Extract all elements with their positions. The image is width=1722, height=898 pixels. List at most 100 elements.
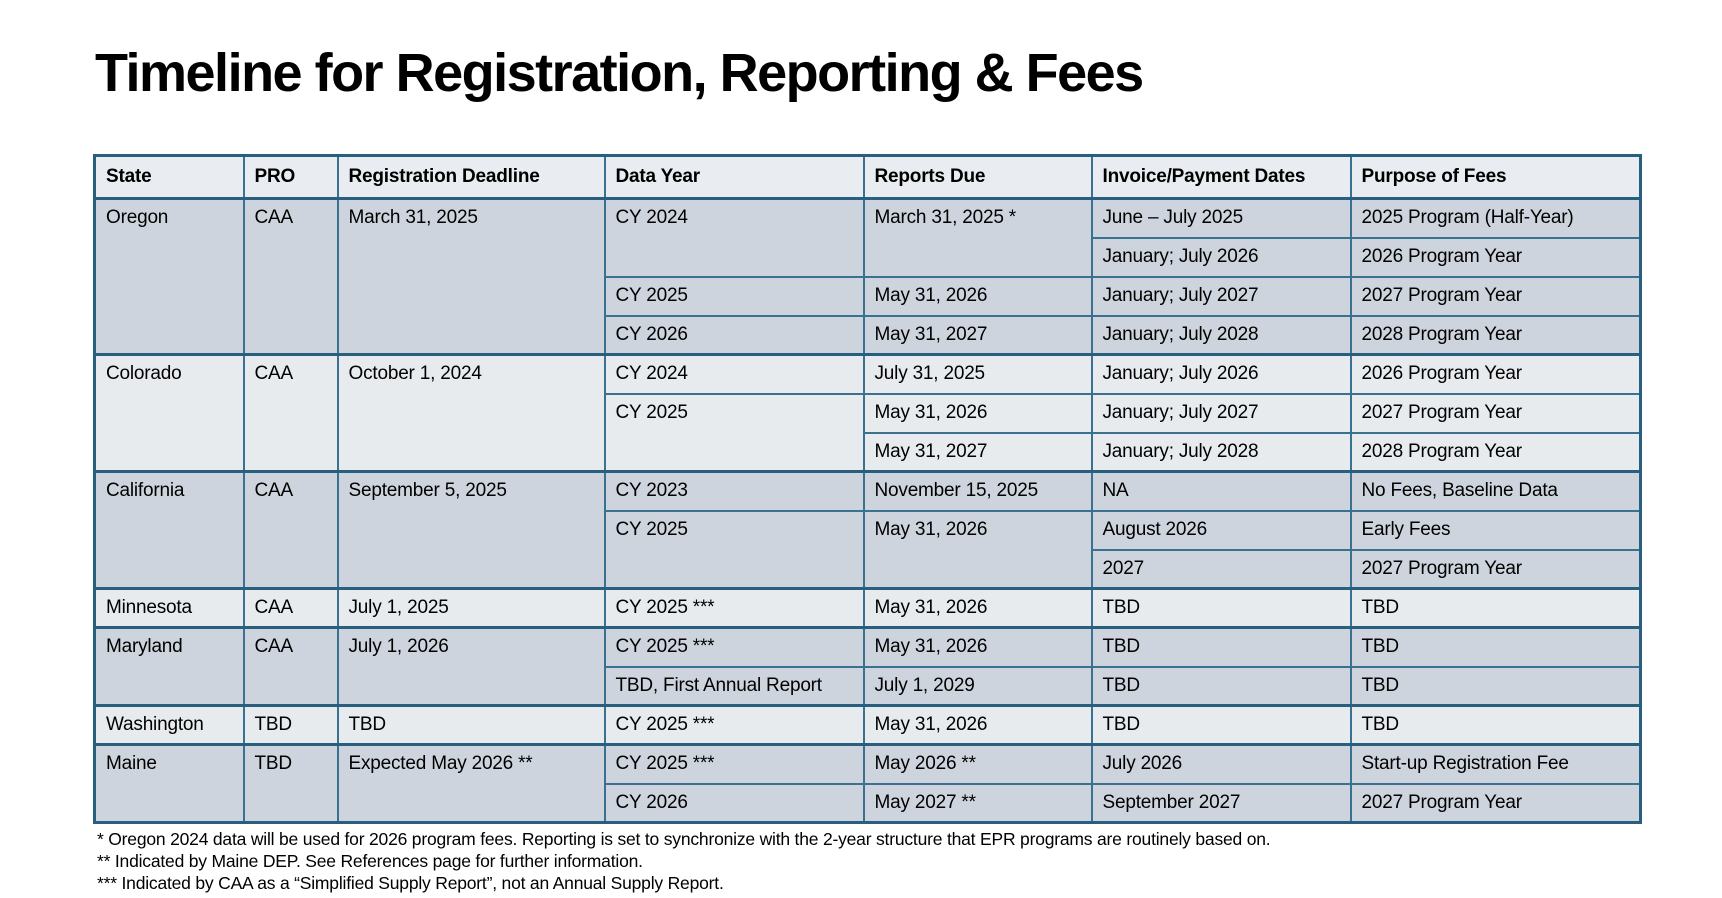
cell-registration-deadline: July 1, 2026 <box>336 626 606 707</box>
cell-data-year: CY 2024 <box>603 353 865 395</box>
column-header-registration-deadline: Registration Deadline <box>336 154 606 200</box>
cell-purpose: TBD <box>1349 665 1642 707</box>
cell-data-year: CY 2023 <box>603 470 865 512</box>
table-row: Minnesota CAA July 1, 2025 CY 2025 *** M… <box>93 587 1642 629</box>
cell-reports-due: May 31, 2027 <box>862 431 1093 473</box>
footnote-double-asterisk: ** Indicated by Maine DEP. See Reference… <box>97 851 643 871</box>
cell-purpose: TBD <box>1349 626 1642 668</box>
cell-purpose: 2026 Program Year <box>1349 236 1642 278</box>
table-row: CY 2025 May 31, 2026 August 2026 Early F… <box>95 509 1642 590</box>
cell-data-year: TBD, First Annual Report <box>603 665 865 707</box>
table-row: Maine TBD Expected May 2026 ** CY 2025 *… <box>93 743 1642 824</box>
cell-invoice: TBD <box>1090 704 1352 746</box>
cell-purpose: 2028 Program Year <box>1349 314 1642 356</box>
cell-pro: CAA <box>242 197 339 356</box>
timeline-table: State PRO Registration Deadline Data Yea… <box>93 154 1642 824</box>
cell-invoice: TBD <box>1090 665 1352 707</box>
cell-purpose: 2027 Program Year <box>1349 548 1642 590</box>
cell-data-year: CY 2025 *** <box>603 626 865 668</box>
cell-state: Maryland <box>93 626 245 707</box>
cell-data-year: CY 2026 <box>603 314 865 356</box>
cell-reports-due: July 1, 2029 <box>862 665 1093 707</box>
column-header-reports-due: Reports Due <box>862 154 1093 200</box>
column-header-invoice-payment-dates: Invoice/Payment Dates <box>1090 154 1352 200</box>
table-row: January; July 2026 2026 Program Year <box>95 236 1642 278</box>
cell-registration-deadline: Expected May 2026 ** <box>336 743 606 824</box>
cell-purpose: TBD <box>1349 704 1642 746</box>
cell-invoice: TBD <box>1090 626 1352 668</box>
cell-pro: CAA <box>242 470 339 590</box>
cell-reports-due: May 31, 2027 <box>862 314 1093 356</box>
cell-purpose: Early Fees <box>1349 509 1642 551</box>
cell-purpose: 2028 Program Year <box>1349 431 1642 473</box>
cell-reports-due: May 31, 2026 <box>862 509 1093 590</box>
cell-data-year: CY 2025 *** <box>603 587 865 629</box>
column-header-state: State <box>93 154 245 200</box>
cell-state: Washington <box>93 704 245 746</box>
cell-purpose: 2025 Program (Half-Year) <box>1349 197 1642 239</box>
cell-reports-due: May 31, 2026 <box>862 704 1093 746</box>
cell-invoice: TBD <box>1090 587 1352 629</box>
table-row: Oregon CAA March 31, 2025 CY 2024 March … <box>93 197 1642 356</box>
cell-invoice: January; July 2027 <box>1090 275 1352 317</box>
cell-invoice: September 2027 <box>1090 782 1352 824</box>
cell-purpose: 2026 Program Year <box>1349 353 1642 395</box>
cell-reports-due: July 31, 2025 <box>862 353 1093 395</box>
cell-invoice: January; July 2026 <box>1090 236 1352 278</box>
cell-invoice: August 2026 <box>1090 509 1352 551</box>
table-row: TBD, First Annual Report July 1, 2029 TB… <box>95 665 1642 707</box>
cell-invoice: January; July 2028 <box>1090 314 1352 356</box>
cell-reports-due: May 31, 2026 <box>862 275 1093 317</box>
cell-registration-deadline: TBD <box>336 704 606 746</box>
column-header-pro: PRO <box>242 154 339 200</box>
table-header-row: State PRO Registration Deadline Data Yea… <box>93 154 1642 200</box>
table-row: CY 2025 May 31, 2026 January; July 2027 … <box>95 275 1642 317</box>
column-header-purpose-of-fees: Purpose of Fees <box>1349 154 1642 200</box>
cell-state: California <box>93 470 245 590</box>
cell-purpose: 2027 Program Year <box>1349 782 1642 824</box>
cell-purpose: 2027 Program Year <box>1349 392 1642 434</box>
cell-reports-due: May 2026 ** <box>862 743 1093 785</box>
table-row: Colorado CAA October 1, 2024 CY 2024 Jul… <box>93 353 1642 473</box>
table-row: Maryland CAA July 1, 2026 CY 2025 *** Ma… <box>93 626 1642 707</box>
cell-data-year: CY 2024 <box>603 197 865 278</box>
cell-purpose: TBD <box>1349 587 1642 629</box>
cell-data-year: CY 2025 <box>603 509 865 590</box>
table-row: CY 2026 May 2027 ** September 2027 2027 … <box>95 782 1642 824</box>
cell-reports-due: May 31, 2026 <box>862 626 1093 668</box>
cell-invoice: July 2026 <box>1090 743 1352 785</box>
column-header-data-year: Data Year <box>603 154 865 200</box>
cell-purpose: No Fees, Baseline Data <box>1349 470 1642 512</box>
cell-registration-deadline: October 1, 2024 <box>336 353 606 473</box>
cell-pro: TBD <box>242 743 339 824</box>
cell-data-year: CY 2025 <box>603 275 865 317</box>
table-row: Washington TBD TBD CY 2025 *** May 31, 2… <box>93 704 1642 746</box>
table-row: May 31, 2027 January; July 2028 2028 Pro… <box>95 431 1642 473</box>
cell-reports-due: May 31, 2026 <box>862 392 1093 434</box>
cell-invoice: June – July 2025 <box>1090 197 1352 239</box>
cell-state: Oregon <box>93 197 245 356</box>
cell-pro: CAA <box>242 353 339 473</box>
table-row: CY 2026 May 31, 2027 January; July 2028 … <box>95 314 1642 356</box>
cell-invoice: NA <box>1090 470 1352 512</box>
table-row: California CAA September 5, 2025 CY 2023… <box>93 470 1642 590</box>
cell-registration-deadline: September 5, 2025 <box>336 470 606 590</box>
cell-data-year: CY 2025 *** <box>603 743 865 785</box>
cell-purpose: Start-up Registration Fee <box>1349 743 1642 785</box>
footnote-asterisk: * Oregon 2024 data will be used for 2026… <box>97 829 1271 849</box>
cell-invoice: January; July 2028 <box>1090 431 1352 473</box>
cell-registration-deadline: March 31, 2025 <box>336 197 606 356</box>
footnote-triple-asterisk: *** Indicated by CAA as a “Simplified Su… <box>97 873 724 893</box>
cell-data-year: CY 2025 *** <box>603 704 865 746</box>
cell-invoice: 2027 <box>1090 548 1352 590</box>
cell-state: Maine <box>93 743 245 824</box>
cell-state: Colorado <box>93 353 245 473</box>
cell-pro: TBD <box>242 704 339 746</box>
page-title: Timeline for Registration, Reporting & F… <box>95 43 1144 103</box>
cell-invoice: January; July 2026 <box>1090 353 1352 395</box>
cell-invoice: January; July 2027 <box>1090 392 1352 434</box>
table-row: 2027 2027 Program Year <box>95 548 1642 590</box>
cell-reports-due: March 31, 2025 * <box>862 197 1093 278</box>
cell-pro: CAA <box>242 626 339 707</box>
